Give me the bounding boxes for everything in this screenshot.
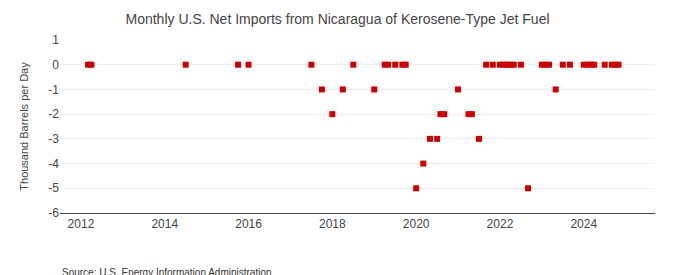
svg-text:-3: -3	[48, 132, 59, 146]
svg-text:-1: -1	[48, 83, 59, 97]
svg-text:Source: U.S. Energy Informatio: Source: U.S. Energy Information Administ…	[62, 267, 272, 275]
svg-text:2022: 2022	[487, 217, 514, 231]
svg-text:-2: -2	[48, 107, 59, 121]
svg-text:0: 0	[52, 58, 59, 72]
svg-text:-4: -4	[48, 157, 59, 171]
svg-text:1: 1	[52, 33, 59, 47]
svg-text:2014: 2014	[151, 217, 178, 231]
svg-text:2024: 2024	[570, 217, 597, 231]
svg-text:-6: -6	[48, 206, 59, 220]
svg-text:2016: 2016	[235, 217, 262, 231]
svg-text:2012: 2012	[68, 217, 95, 231]
svg-text:2020: 2020	[403, 217, 430, 231]
svg-text:Thousand Barrels per Day: Thousand Barrels per Day	[18, 62, 30, 191]
svg-text:Monthly U.S. Net Imports from: Monthly U.S. Net Imports from Nicaragua …	[125, 11, 549, 27]
svg-text:2018: 2018	[319, 217, 346, 231]
svg-text:-5: -5	[48, 181, 59, 195]
